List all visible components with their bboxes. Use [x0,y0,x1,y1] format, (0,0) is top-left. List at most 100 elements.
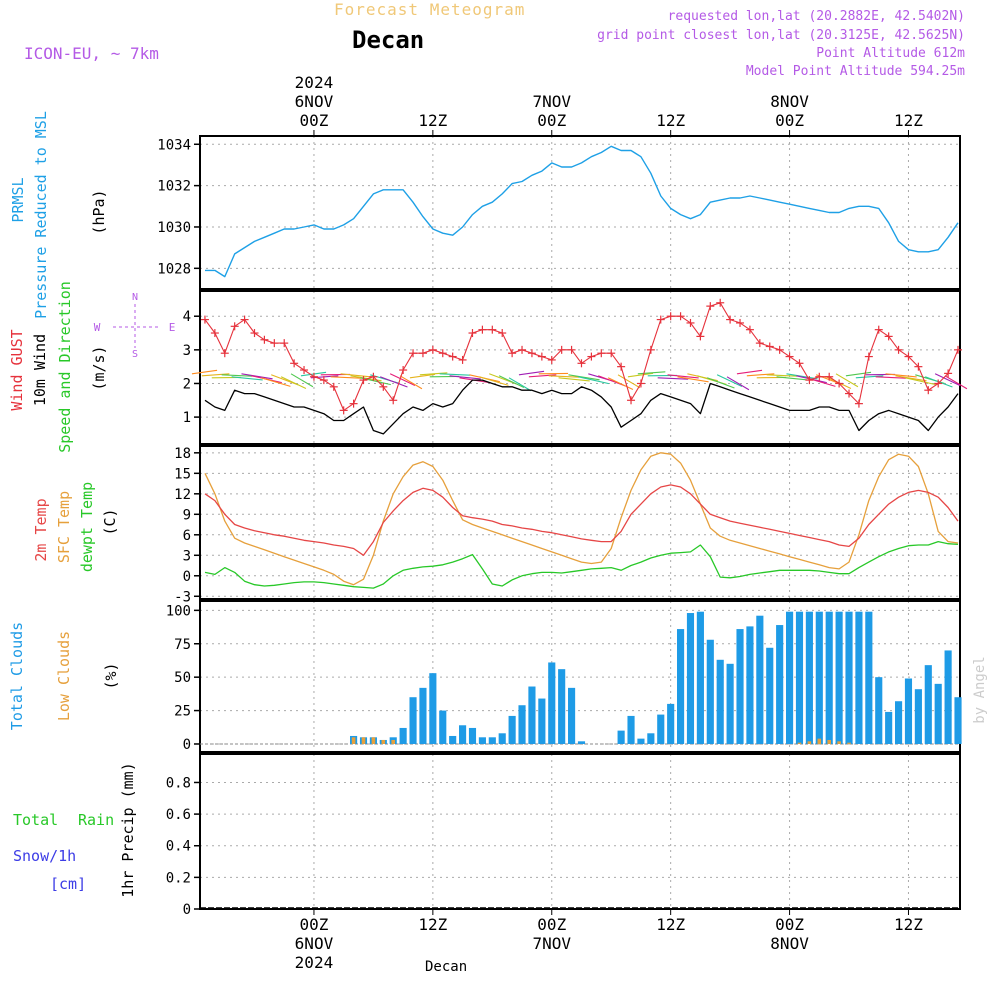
arrow-shaft [726,376,750,391]
total-cloud-bar [459,725,467,744]
gust-marker [904,352,913,361]
total-cloud-bar [805,611,813,744]
bottom-time-label: 12Z [656,915,685,934]
y-tick-label: 1034 [157,137,191,153]
gust-marker [359,376,368,385]
arrow-shaft [201,373,230,377]
arrow-shaft [578,376,609,385]
total-cloud-bar [736,629,744,744]
arrow-shaft [340,373,372,378]
arrow-shaft [667,374,699,379]
wind-direction-arrow [330,376,362,379]
top-time-label: 12Z [656,111,685,130]
gust-marker [270,339,279,348]
gust-marker [577,359,586,368]
total-cloud-bar [419,687,427,744]
total-cloud-bar [756,615,764,744]
temp-unit: (C) [101,508,119,535]
gust-marker [914,362,923,371]
arrow-shaft [449,375,481,380]
gust-marker [468,329,477,338]
gust-marker [706,302,715,311]
total-cloud-bar [825,611,833,744]
wind-direction-arrow [845,371,872,377]
wind-direction-arrow [835,373,859,388]
arrow-shaft [875,376,907,379]
wind-direction-arrow [498,375,525,388]
wind-direction-arrow [449,375,481,380]
total-cloud-bar [498,733,506,744]
top-time-label: 2024 [295,73,334,92]
arrow-shaft [835,373,859,388]
wind-direction-arrow [905,377,936,386]
total-cloud-bar [508,715,516,744]
total-cloud-bar [488,737,496,744]
arrow-shaft [677,376,709,383]
wind-unit: (m/s) [90,345,108,390]
total-cloud-bar [677,629,685,744]
gust-marker [369,372,378,381]
y-tick-label: 100 [166,603,191,619]
total-cloud-bar [706,639,714,744]
gust-marker [290,359,299,368]
y-tick-label: 0.8 [166,775,191,791]
gust-marker [636,379,645,388]
arrow-shaft [607,377,634,390]
y-tick-label: 4 [183,309,191,325]
gust-marker [944,369,953,378]
wind-direction-arrow [389,373,416,386]
low-cloud-bar [391,739,396,744]
wind-direction-arrow [677,376,709,383]
wind-title-1: Wind GUST [8,329,26,410]
y-tick-label: 1030 [157,220,191,236]
total-cloud-bar [627,715,635,744]
wind-direction-arrow [528,374,557,378]
y-tick-label: 0.6 [166,807,191,823]
y-tick-label: 3 [183,548,191,564]
bottom-time-label: 8NOV [770,934,809,953]
total-cloud-bar [904,678,913,744]
wind-direction-arrow [439,373,471,376]
bottom-time-label: 12Z [418,915,447,934]
y-tick-label: 1032 [157,179,191,195]
arrow-shaft [439,373,471,376]
total-cloud-bar [558,669,566,744]
total-cloud-bar [528,686,536,744]
wind-direction-arrow [944,375,968,390]
y-tick-label: 6 [183,528,191,544]
low-cloud-bar [847,742,851,744]
total-cloud-bar [766,647,774,744]
total-cloud-bar [696,611,704,744]
gust-marker [726,315,735,324]
arrow-shaft [568,374,600,381]
gust-marker [627,396,636,405]
legend-snow: Snow/1h [13,847,76,865]
low-cloud-bar [371,737,376,744]
bottom-time-label: 00Z [775,915,804,934]
gust-marker [825,372,834,381]
arrow-shaft [389,373,416,386]
top-time-label: 00Z [775,111,804,130]
gust-marker [557,345,566,354]
gust-marker [845,389,854,398]
wind-direction-arrow [875,376,907,379]
wind-direction-arrow [419,372,448,376]
compass-w: W [94,321,101,334]
gust-marker [200,315,209,324]
gust-marker [755,339,764,348]
legend-rain: Rain [78,811,114,829]
arrow-shaft [617,374,641,389]
wind-direction-arrow [657,377,689,380]
gust-marker [438,349,447,358]
gust-marker [260,335,269,344]
total-cloud-bar [894,701,903,744]
gust-marker [815,372,824,381]
gust-marker [547,355,556,364]
panel-clouds: 0 25 50 75 100 [166,600,961,753]
total-cloud-bar [657,714,665,744]
panel-temperature: -3 0 3 6 9 12 15 18 [174,445,961,605]
gust-marker [874,325,883,334]
gust-marker [508,349,517,358]
wind-direction-arrow [607,377,634,390]
low-cloud-bar [797,742,802,744]
